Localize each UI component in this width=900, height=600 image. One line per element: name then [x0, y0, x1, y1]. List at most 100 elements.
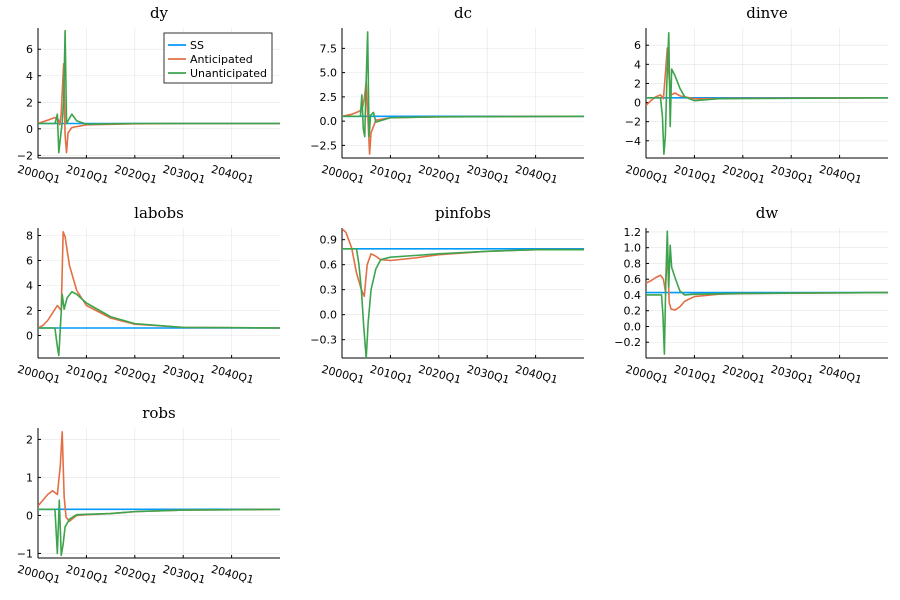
y-tick-label: 0 — [26, 123, 33, 136]
subplot-title: dw — [756, 204, 779, 222]
x-tick-label: 2000Q1 — [624, 363, 670, 387]
x-tick-label: 2030Q1 — [465, 363, 511, 387]
y-tick-label: −1 — [17, 547, 33, 560]
x-tick-label: 2040Q1 — [210, 163, 256, 187]
y-tick-label: 2 — [634, 77, 641, 90]
y-tick-label: −2.5 — [310, 139, 337, 152]
y-tick-label: 0.8 — [624, 257, 642, 270]
subplot-title: pinfobs — [435, 204, 491, 222]
y-tick-label: 4 — [634, 58, 641, 71]
y-tick-label: 0.0 — [320, 115, 338, 128]
y-tick-label: 0.6 — [624, 273, 642, 286]
x-tick-label: 2010Q1 — [673, 163, 719, 187]
series-line-anticipated — [646, 47, 888, 106]
legend-label: SS — [190, 39, 204, 52]
y-tick-label: 2.5 — [320, 91, 338, 104]
series-line-anticipated — [646, 249, 888, 311]
series-line-unanticipated — [646, 31, 888, 155]
series-line-unanticipated — [38, 499, 280, 557]
y-tick-label: 0.3 — [320, 284, 338, 297]
x-tick-label: 2000Q1 — [16, 163, 62, 187]
series-line-anticipated — [342, 81, 584, 155]
y-tick-label: 8 — [26, 230, 33, 243]
y-tick-label: 0.6 — [320, 259, 338, 272]
y-tick-label: 0.2 — [624, 305, 642, 318]
x-tick-label: 2020Q1 — [417, 363, 463, 387]
y-tick-label: 0 — [634, 97, 641, 110]
x-tick-label: 2020Q1 — [113, 363, 159, 387]
y-tick-label: −4 — [625, 135, 641, 148]
x-tick-label: 2030Q1 — [769, 163, 815, 187]
subplot-pinfobs: pinfobs −0.3 0.0 0.3 0.6 0.9 2000Q1 2010Q1 2020Q… — [310, 204, 584, 387]
y-tick-label: −0.2 — [614, 336, 641, 349]
y-tick-label: 2 — [26, 96, 33, 109]
y-tick-label: 0.9 — [320, 234, 338, 247]
x-tick-label: 2000Q1 — [16, 363, 62, 387]
x-tick-label: 2000Q1 — [320, 163, 366, 187]
subplot-robs: robs −1 0 1 2 2000Q1 2010Q1 2020Q1 2030Q1 2040Q1 — [16, 404, 280, 587]
subplot-title: dy — [150, 4, 169, 22]
x-tick-label: 2020Q1 — [721, 163, 767, 187]
x-tick-label: 2020Q1 — [417, 163, 463, 187]
y-tick-label: 6 — [26, 43, 33, 56]
subplot-title: dinve — [746, 4, 788, 22]
y-tick-label: 0.4 — [624, 289, 642, 302]
y-tick-label: 4 — [26, 280, 33, 293]
x-tick-label: 2030Q1 — [769, 363, 815, 387]
y-tick-label: 0.0 — [624, 320, 642, 333]
x-tick-label: 2000Q1 — [16, 563, 62, 587]
y-tick-label: 6 — [634, 39, 641, 52]
x-tick-label: 2010Q1 — [65, 363, 111, 387]
x-tick-label: 2030Q1 — [465, 163, 511, 187]
subplot-dinve: dinve −4 −2 0 2 4 6 2000Q1 2010Q1 2020Q1 2030Q1 204… — [624, 4, 888, 187]
subplot-labobs: labobs 0 2 4 6 8 2000Q1 2010Q1 2020Q1 2030Q1 2040Q… — [16, 204, 280, 387]
y-tick-label: 0.0 — [320, 309, 338, 322]
x-tick-label: 2040Q1 — [514, 163, 560, 187]
x-tick-label: 2030Q1 — [161, 363, 207, 387]
x-tick-label: 2010Q1 — [369, 163, 415, 187]
legend-label: Anticipated — [190, 53, 253, 66]
series-line-unanticipated — [342, 31, 584, 138]
x-tick-label: 2020Q1 — [113, 563, 159, 587]
series-line-unanticipated — [38, 29, 280, 154]
x-tick-label: 2040Q1 — [210, 563, 256, 587]
x-tick-label: 2020Q1 — [113, 163, 159, 187]
x-tick-label: 2040Q1 — [818, 163, 864, 187]
y-tick-label: 1.0 — [624, 242, 642, 255]
y-tick-label: 4 — [26, 70, 33, 83]
y-tick-label: 0 — [26, 330, 33, 343]
y-tick-label: −2 — [17, 149, 33, 162]
series-line-anticipated — [38, 230, 280, 329]
x-tick-label: 2000Q1 — [624, 163, 670, 187]
subplot-title: dc — [454, 4, 472, 22]
x-tick-label: 2010Q1 — [673, 363, 719, 387]
subplot-title: robs — [142, 404, 176, 422]
y-tick-label: 5.0 — [320, 67, 338, 80]
x-tick-label: 2040Q1 — [514, 363, 560, 387]
series-line-unanticipated — [646, 230, 888, 355]
x-tick-label: 2020Q1 — [721, 363, 767, 387]
y-tick-label: 7.5 — [320, 42, 338, 55]
x-tick-label: 2040Q1 — [210, 363, 256, 387]
series-line-anticipated — [38, 431, 280, 522]
x-tick-label: 2040Q1 — [818, 363, 864, 387]
y-tick-label: 1.2 — [624, 226, 642, 239]
x-tick-label: 2010Q1 — [65, 163, 111, 187]
x-tick-label: 2030Q1 — [161, 163, 207, 187]
x-tick-label: 2010Q1 — [369, 363, 415, 387]
x-tick-label: 2030Q1 — [161, 563, 207, 587]
subplot-dc: dc −2.5 0.0 2.5 5.0 7.5 2000Q1 2010Q1 2020Q1 2030… — [310, 4, 584, 187]
y-tick-label: −0.3 — [310, 334, 337, 347]
legend-label: Unanticipated — [190, 67, 267, 80]
subplot-dy: dy −2 0 2 4 6 2000Q1 2010Q1 2020Q1 2030Q1 2040Q1 SS… — [16, 4, 280, 187]
y-tick-label: 0 — [26, 509, 33, 522]
series-line-unanticipated — [38, 290, 280, 357]
x-tick-label: 2010Q1 — [65, 563, 111, 587]
x-tick-label: 2000Q1 — [320, 363, 366, 387]
y-tick-label: 2 — [26, 305, 33, 318]
subplot-title: labobs — [134, 204, 184, 222]
y-tick-label: 2 — [26, 433, 33, 446]
